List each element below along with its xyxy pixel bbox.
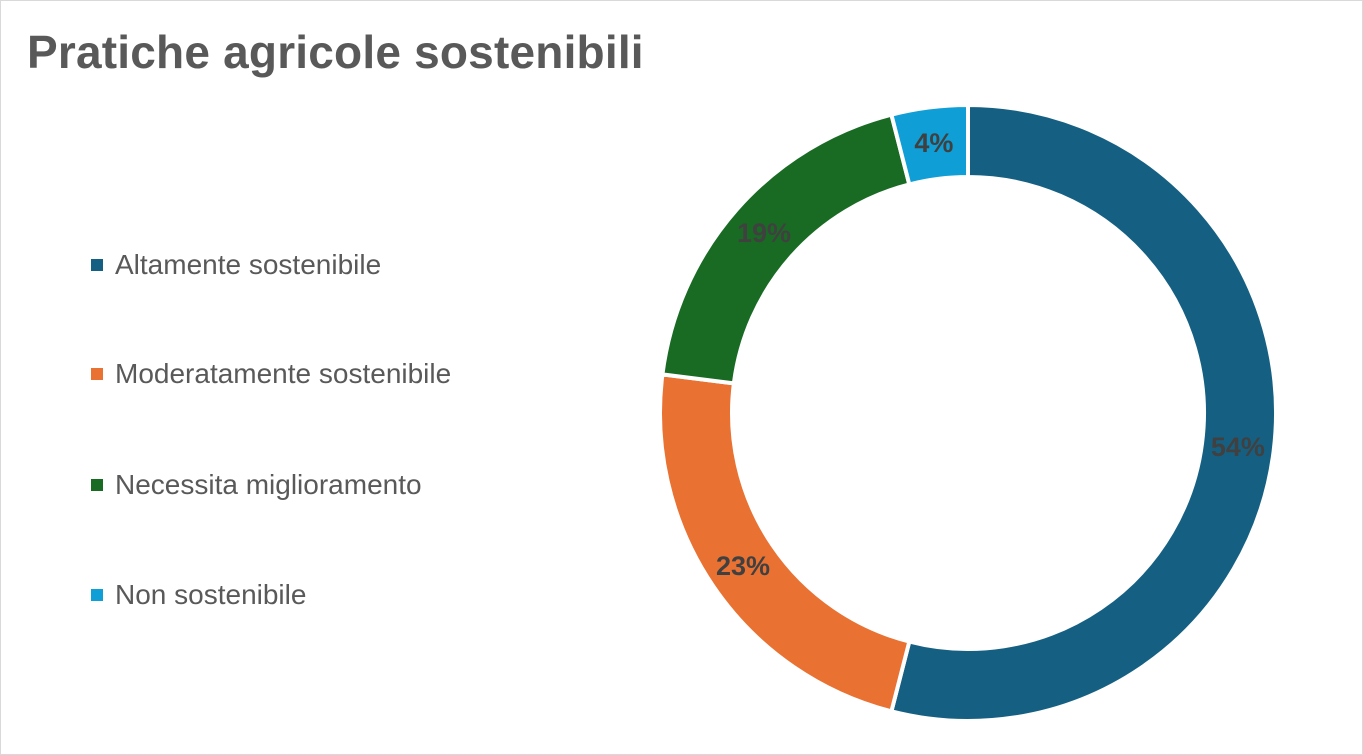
slice-moderatamente-sostenibile bbox=[658, 372, 912, 714]
slice-necessita-miglioramento bbox=[660, 112, 912, 386]
legend-label: Moderatamente sostenibile bbox=[115, 358, 452, 389]
legend-swatch-moderatamente-sostenibile bbox=[91, 368, 103, 380]
slice-altamente-sostenibile bbox=[888, 102, 1278, 723]
chart-title: Pratiche agricole sostenibili bbox=[27, 26, 644, 78]
legend-swatch-altamente-sostenibile bbox=[91, 259, 103, 271]
legend-label: Necessita miglioramento bbox=[115, 469, 422, 500]
legend-label: Altamente sostenibile bbox=[115, 249, 382, 280]
data-label-necessita-miglioramento: 19% bbox=[737, 218, 791, 248]
slice-non-sostenibile bbox=[888, 102, 970, 187]
legend-swatch-non-sostenibile bbox=[91, 589, 103, 601]
data-label-altamente-sostenibile: 54% bbox=[1211, 432, 1265, 462]
legend-item-moderatamente-sostenibile: Moderatamente sostenibile bbox=[91, 354, 451, 394]
legend-label: Non sostenibile bbox=[115, 579, 307, 610]
data-label-non-sostenibile: 4% bbox=[914, 128, 953, 158]
legend-item-altamente-sostenibile: Altamente sostenibile bbox=[91, 245, 381, 285]
legend-item-necessita-miglioramento: Necessita miglioramento bbox=[91, 465, 422, 505]
data-label-moderatamente-sostenibile: 23% bbox=[716, 551, 770, 581]
legend-swatch-necessita-miglioramento bbox=[91, 479, 103, 491]
legend-item-non-sostenibile: Non sostenibile bbox=[91, 575, 306, 615]
